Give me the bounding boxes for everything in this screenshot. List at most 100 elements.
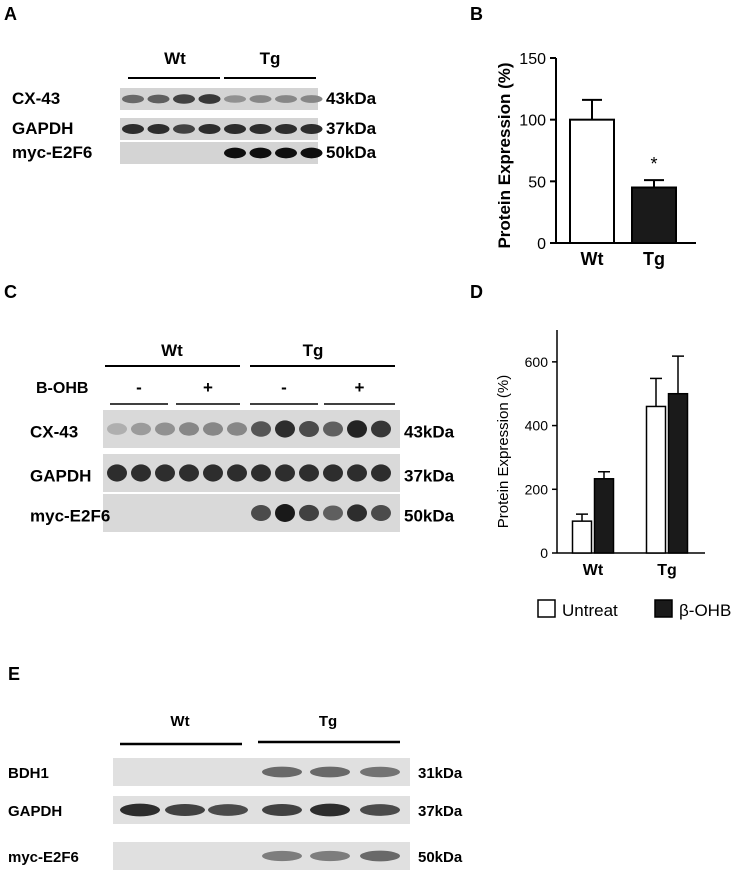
bar-tg-untreat xyxy=(645,405,667,554)
blot-row-bdh1: BDH1 31kDa xyxy=(8,758,463,786)
band xyxy=(251,505,271,521)
bar-tg-bohb xyxy=(667,392,689,554)
band xyxy=(310,803,350,817)
y-tick-label: 100 xyxy=(519,113,546,130)
band xyxy=(275,124,297,134)
molecular-weight-label: 31kDa xyxy=(418,765,463,782)
molecular-weight-label: 37kDa xyxy=(418,803,463,820)
y-tick-label: 0 xyxy=(537,236,546,253)
band xyxy=(275,420,295,438)
molecular-weight-label: 37kDa xyxy=(326,119,377,138)
panel-b-chart: 0 50 100 150 Wt Tg * Protein Expression (%) xyxy=(495,51,696,269)
band xyxy=(173,124,195,134)
band xyxy=(262,766,302,778)
panel-c-blot: Wt Tg B-OHB - + - + CX-43 43kDa GAPDH 37kDa myc… xyxy=(30,341,455,532)
panel-a-blot: Wt Tg CX-43 43kDa GAPDH 37kDa myc-E2F6 50kDa xyxy=(12,49,377,164)
blot-row-cx-43: CX-43 43kDa xyxy=(30,410,455,448)
protein-label: myc-E2F6 xyxy=(12,143,92,162)
panel-c-treatment-signs: - + - + xyxy=(110,378,395,405)
panel-c-treatment-label: B-OHB xyxy=(36,380,88,397)
band xyxy=(323,421,343,437)
band xyxy=(251,421,271,437)
band xyxy=(155,464,175,482)
band xyxy=(360,766,400,778)
band xyxy=(299,504,319,522)
legend-label: Untreat xyxy=(562,601,618,620)
y-axis-title: Protein Expression (%) xyxy=(495,62,514,248)
legend: Untreat β-OHB xyxy=(537,599,731,620)
legend-swatch xyxy=(537,599,556,618)
band xyxy=(179,464,199,482)
blot-row-gapdh: GAPDH 37kDa xyxy=(30,454,455,492)
molecular-weight-label: 50kDa xyxy=(418,849,463,866)
x-tick-label: Wt xyxy=(581,249,604,269)
band xyxy=(203,422,223,436)
band xyxy=(323,464,343,482)
band xyxy=(323,505,343,521)
band xyxy=(155,422,175,436)
band xyxy=(179,422,199,436)
band xyxy=(249,95,272,103)
band xyxy=(299,464,319,482)
band xyxy=(360,804,400,816)
band xyxy=(122,94,144,104)
band xyxy=(227,464,247,482)
x-tick-label: Tg xyxy=(657,562,677,579)
blot-row-cx-43: CX-43 43kDa xyxy=(12,88,377,110)
band xyxy=(300,124,323,134)
x-tick-label: Wt xyxy=(583,562,604,579)
band xyxy=(299,421,319,437)
band xyxy=(249,124,272,134)
legend-label: β-OHB xyxy=(679,601,731,620)
band xyxy=(300,147,323,159)
x-tick-label: Tg xyxy=(643,249,665,269)
panel-e-group-wt: Wt xyxy=(170,713,189,730)
membrane-strip xyxy=(120,142,318,164)
molecular-weight-label: 43kDa xyxy=(404,422,455,441)
molecular-weight-label: 43kDa xyxy=(326,89,377,108)
y-tick-label: 50 xyxy=(528,174,546,191)
band xyxy=(198,94,221,104)
band xyxy=(131,464,151,482)
protein-label: myc-E2F6 xyxy=(30,506,110,525)
legend-swatch xyxy=(654,599,673,618)
protein-label: myc-E2F6 xyxy=(8,849,79,866)
treatment-sign: - xyxy=(136,378,142,397)
band xyxy=(310,766,350,778)
band xyxy=(347,420,367,438)
band xyxy=(360,850,400,862)
protein-label: GAPDH xyxy=(30,466,91,485)
panel-c-membranes: CX-43 43kDa GAPDH 37kDa myc-E2F6 50kDa xyxy=(30,410,455,532)
band xyxy=(300,95,323,103)
band xyxy=(165,803,205,817)
band xyxy=(310,850,350,862)
panel-label-c: C xyxy=(4,282,17,302)
bar-wt-bohb xyxy=(593,478,615,554)
panel-label-d: D xyxy=(470,282,483,302)
y-tick-label: 150 xyxy=(519,51,546,68)
band xyxy=(347,464,367,482)
molecular-weight-label: 37kDa xyxy=(404,466,455,485)
panel-a-group-wt: Wt xyxy=(164,49,186,68)
panel-label-a: A xyxy=(4,4,17,24)
y-tick-label: 600 xyxy=(525,354,549,370)
band xyxy=(275,504,295,522)
blot-row-myc-e2f6: myc-E2F6 50kDa xyxy=(30,494,455,532)
band xyxy=(224,95,246,103)
band xyxy=(173,94,195,104)
treatment-sign: - xyxy=(281,378,287,397)
panel-label-e: E xyxy=(8,664,20,684)
band xyxy=(198,124,221,134)
band xyxy=(227,422,247,436)
band xyxy=(147,124,170,134)
band xyxy=(203,464,223,482)
band xyxy=(120,803,160,817)
blot-row-gapdh: GAPDH 37kDa xyxy=(8,796,463,824)
band xyxy=(224,124,246,134)
treatment-sign: + xyxy=(355,378,365,397)
bar-tg xyxy=(631,186,677,244)
band xyxy=(131,422,151,436)
panel-e-group-tg: Tg xyxy=(319,713,337,730)
blot-row-myc-e2f6: myc-E2F6 50kDa xyxy=(8,842,463,870)
